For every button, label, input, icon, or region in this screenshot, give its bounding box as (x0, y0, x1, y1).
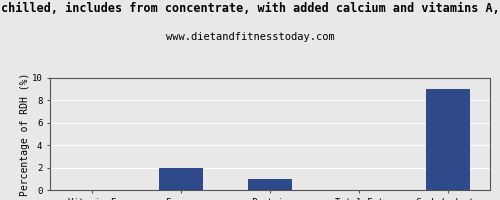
Text: www.dietandfitnesstoday.com: www.dietandfitnesstoday.com (166, 32, 334, 42)
Bar (426, 89, 470, 190)
Bar (248, 179, 292, 190)
Bar (159, 168, 204, 190)
Y-axis label: Percentage of RDH (%): Percentage of RDH (%) (20, 72, 30, 196)
Text: chilled, includes from concentrate, with added calcium and vitamins A,: chilled, includes from concentrate, with… (0, 2, 500, 15)
